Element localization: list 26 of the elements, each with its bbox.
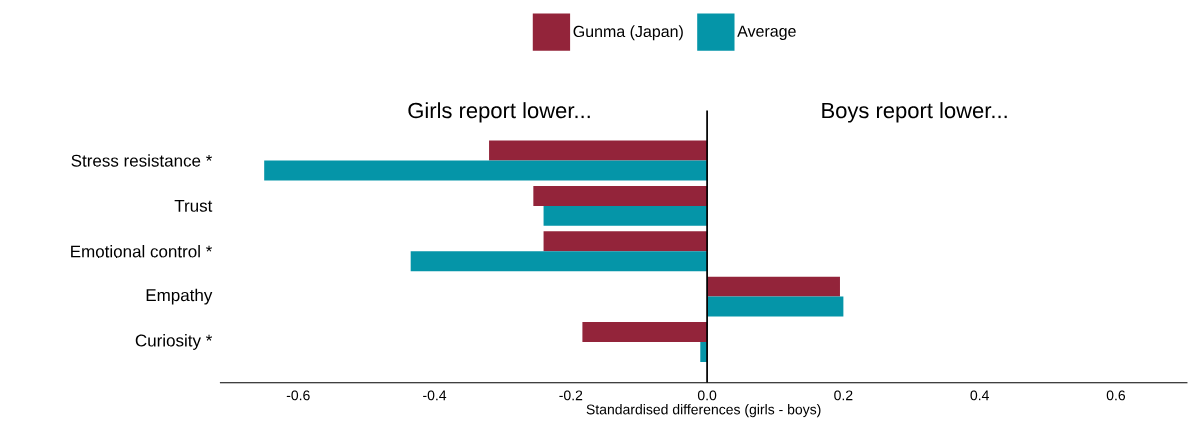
y-tick-label: Trust bbox=[174, 200, 213, 212]
y-tick-label: Curiosity * bbox=[135, 334, 213, 351]
x-axis-title: Standardised differences (girls - boys) bbox=[586, 404, 821, 418]
bar bbox=[582, 322, 708, 343]
bar bbox=[489, 140, 708, 161]
y-tick-label: Empathy bbox=[146, 288, 213, 305]
bar bbox=[533, 185, 708, 206]
legend-label: Gunma (Japan) bbox=[573, 25, 683, 41]
x-tick-label: -0.4 bbox=[423, 390, 447, 401]
y-tick-label: Emotional control * bbox=[71, 245, 213, 258]
x-tick-label: 0.2 bbox=[834, 390, 853, 401]
bar bbox=[410, 251, 708, 272]
annotation: Girls report lower... bbox=[408, 102, 590, 123]
bar bbox=[543, 231, 708, 252]
x-tick-label: 0.6 bbox=[1106, 390, 1126, 401]
annotation: Boys report lower... bbox=[822, 102, 1007, 123]
legend-label: Average bbox=[737, 25, 796, 41]
bar bbox=[264, 160, 708, 181]
y-tick-label: Stress resistance * bbox=[71, 154, 213, 167]
x-tick-label: -0.6 bbox=[286, 390, 310, 401]
bar bbox=[707, 276, 840, 297]
x-tick-label: 0.0 bbox=[697, 390, 717, 401]
bar bbox=[543, 205, 708, 226]
x-tick-label: -0.2 bbox=[559, 390, 583, 401]
bar bbox=[707, 296, 844, 317]
x-tick-label: 0.4 bbox=[970, 390, 989, 401]
